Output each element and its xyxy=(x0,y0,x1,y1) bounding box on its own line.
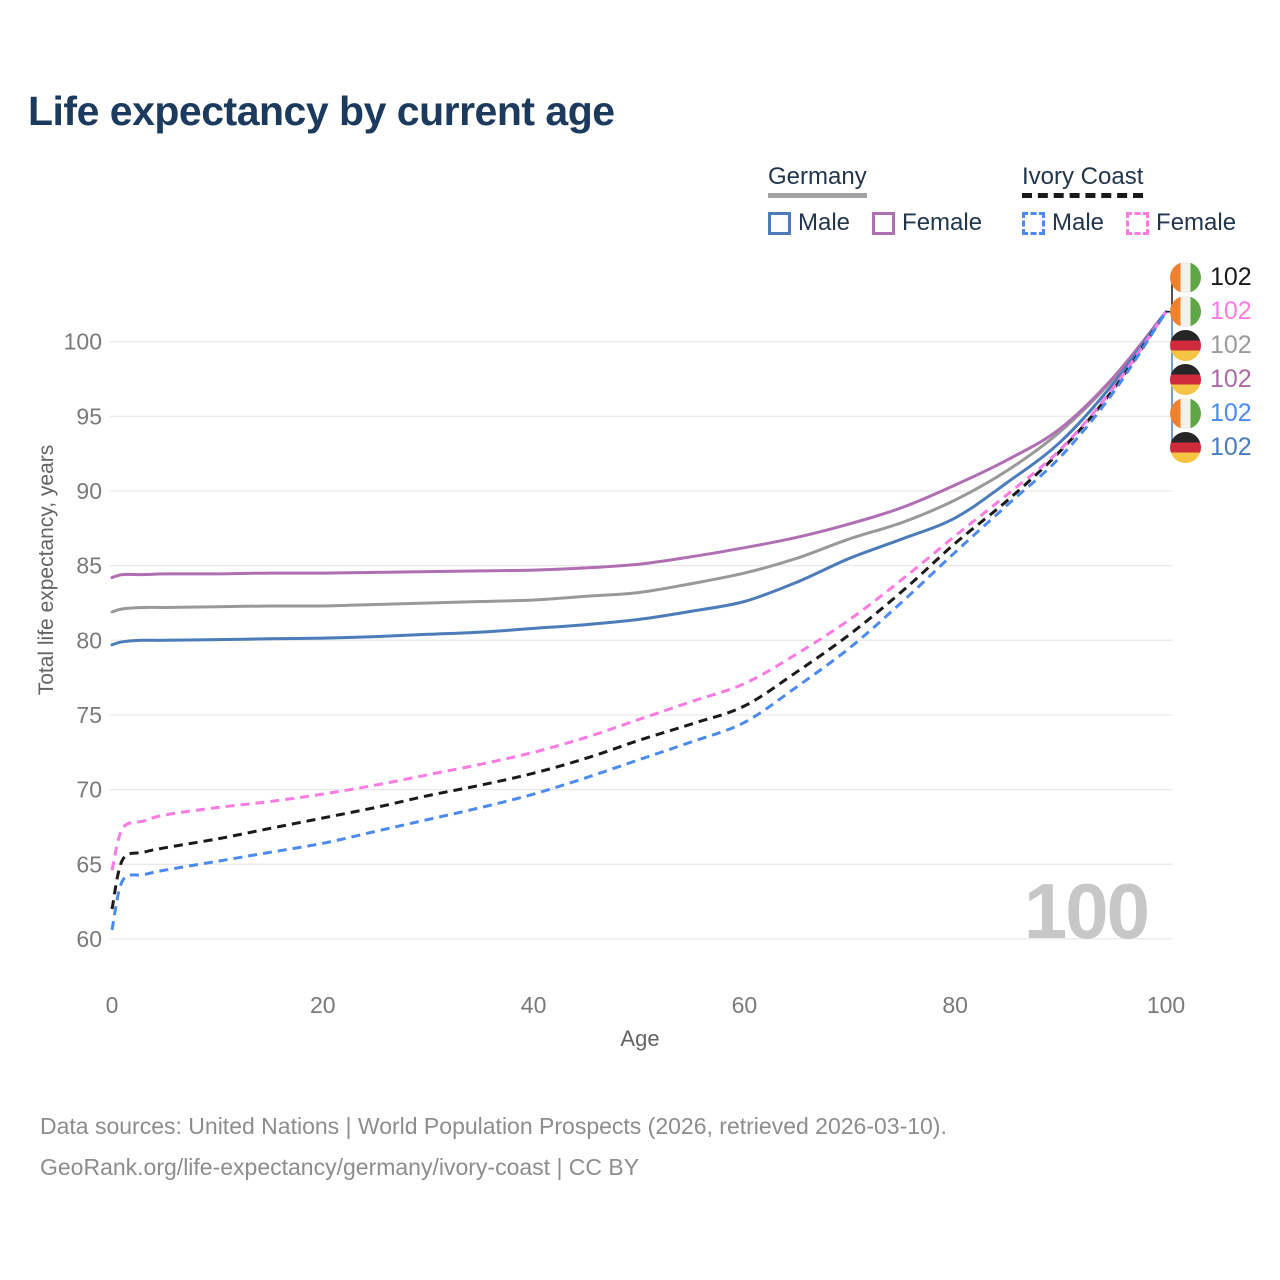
ivory-coast-flag-icon xyxy=(1170,262,1201,293)
legend-item-ivory-coast-female[interactable]: Female xyxy=(1126,209,1236,237)
y-axis-tick-label: 75 xyxy=(76,702,102,728)
series-line-ivory-coast-both xyxy=(110,310,1168,910)
end-label-ivory-coast-male: 102 xyxy=(1170,397,1252,430)
end-label-ivory-coast-both-sexes: 102 xyxy=(1170,261,1252,294)
y-axis-tick-label: 90 xyxy=(76,478,102,504)
x-axis-tick-label: 0 xyxy=(106,992,119,1018)
page-title: Life expectancy by current age xyxy=(28,88,615,134)
germany-male-swatch-icon xyxy=(768,211,791,235)
ivory-coast-female-swatch-icon xyxy=(1126,211,1150,235)
end-label-value: 102 xyxy=(1210,331,1252,359)
legend-item-label: Female xyxy=(902,209,983,236)
y-axis-tick-label: 60 xyxy=(76,926,102,952)
end-label-ivory-coast-female: 102 xyxy=(1170,295,1252,328)
end-label-value: 102 xyxy=(1210,399,1252,427)
ivory-coast-male-swatch-icon xyxy=(1022,211,1045,235)
x-axis-title: Age xyxy=(620,1026,660,1051)
end-label-germany-male: 102 xyxy=(1170,431,1252,464)
legend-group-germany: Germany Male Female xyxy=(768,163,982,237)
series-line-germany-female xyxy=(110,310,1168,580)
legend-item-germany-female[interactable]: Female xyxy=(872,209,982,237)
y-axis-tick-label: 100 xyxy=(64,329,102,355)
y-axis-title: Total life expectancy, years xyxy=(35,444,58,696)
germany-female-swatch-icon xyxy=(872,211,896,235)
germany-flag-icon xyxy=(1170,364,1201,395)
y-axis-tick-label: 65 xyxy=(76,851,102,877)
footer-source-line: Data sources: United Nations | World Pop… xyxy=(40,1113,947,1139)
x-axis-tick-label: 100 xyxy=(1147,992,1185,1018)
end-label-germany-female: 102 xyxy=(1170,363,1252,396)
x-axis-tick-label: 20 xyxy=(310,992,336,1018)
end-label-value: 102 xyxy=(1210,297,1252,325)
y-axis-tick-label: 70 xyxy=(76,777,102,803)
end-label-value: 102 xyxy=(1210,365,1252,393)
series-line-germany-both xyxy=(110,310,1168,614)
germany-flag-icon xyxy=(1170,330,1201,361)
ivory-coast-flag-icon xyxy=(1170,398,1201,429)
y-axis-tick-label: 80 xyxy=(76,627,102,653)
end-label-germany-both-sexes: 102 xyxy=(1170,329,1252,362)
x-axis-tick-label: 60 xyxy=(732,992,758,1018)
germany-flag-icon xyxy=(1170,432,1201,463)
series-line-germany-male xyxy=(110,310,1168,647)
ivory-coast-flag-icon xyxy=(1170,296,1201,327)
y-axis-tick-label: 85 xyxy=(76,553,102,579)
y-axis-tick-label: 95 xyxy=(76,403,102,429)
age-watermark: 100 xyxy=(1023,867,1150,955)
legend-header-germany: Germany xyxy=(768,163,867,198)
x-axis-tick-label: 40 xyxy=(521,992,547,1018)
end-label-value: 102 xyxy=(1210,433,1252,461)
series-line-ivory-coast-male xyxy=(110,310,1168,931)
footer: Data sources: United Nations | World Pop… xyxy=(40,1106,947,1188)
footer-attribution-line: GeoRank.org/life-expectancy/germany/ivor… xyxy=(40,1154,640,1180)
legend-item-label: Male xyxy=(798,209,851,236)
legend-header-ivory-coast: Ivory Coast xyxy=(1022,163,1144,198)
legend-item-label: Female xyxy=(1156,209,1237,236)
x-axis-tick-label: 80 xyxy=(942,992,968,1018)
legend-group-ivory-coast: Ivory Coast Male Female xyxy=(1022,163,1236,237)
legend-item-label: Male xyxy=(1052,209,1105,236)
legend-item-germany-male[interactable]: Male xyxy=(768,209,850,237)
end-label-value: 102 xyxy=(1210,263,1252,291)
legend-item-ivory-coast-male[interactable]: Male xyxy=(1022,209,1104,237)
